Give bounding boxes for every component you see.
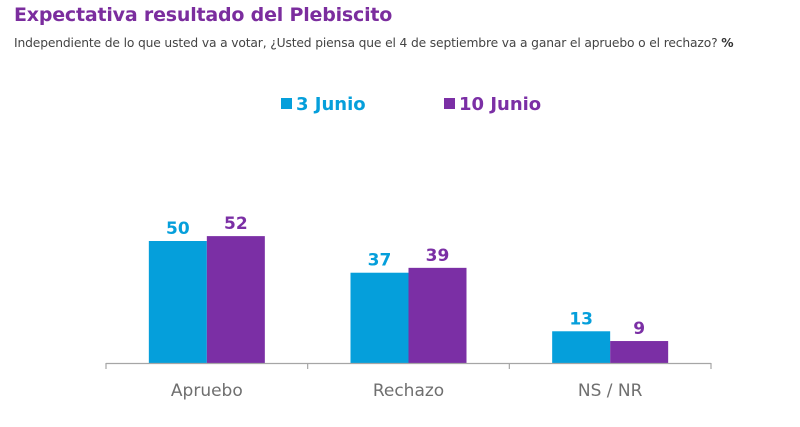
data-label: 13	[569, 309, 593, 329]
category-label: Rechazo	[373, 381, 444, 401]
legend-item: 3 Junio	[281, 94, 366, 115]
legend-swatch	[444, 98, 455, 109]
legend-item: 10 Junio	[444, 94, 541, 115]
bar	[408, 267, 467, 363]
subtitle-question: Independiente de lo que usted va a votar…	[14, 36, 718, 50]
bar	[148, 241, 207, 363]
data-label: 50	[166, 219, 190, 239]
category-label: NS / NR	[578, 381, 643, 401]
bars: 50 52 37 39 13 9	[148, 214, 669, 363]
legend-label: 3 Junio	[296, 94, 366, 115]
chart-subtitle: Independiente de lo que usted va a votar…	[14, 36, 734, 50]
category-label: Apruebo	[171, 381, 243, 401]
chart-title: Expectativa resultado del Plebiscito	[14, 4, 393, 26]
bar	[610, 341, 669, 363]
unit-label: %	[721, 36, 734, 50]
bar	[350, 272, 409, 363]
legend-swatch	[281, 98, 292, 109]
data-label: 9	[633, 319, 645, 339]
data-label: 37	[368, 251, 392, 271]
bar	[206, 236, 265, 363]
data-label: 39	[426, 246, 450, 266]
data-label: 52	[224, 214, 248, 234]
x-axis: Apruebo Rechazo NS / NR	[105, 362, 712, 401]
legend-label: 10 Junio	[459, 94, 541, 115]
legend: 3 Junio 10 Junio	[281, 94, 541, 115]
bar	[552, 331, 611, 363]
